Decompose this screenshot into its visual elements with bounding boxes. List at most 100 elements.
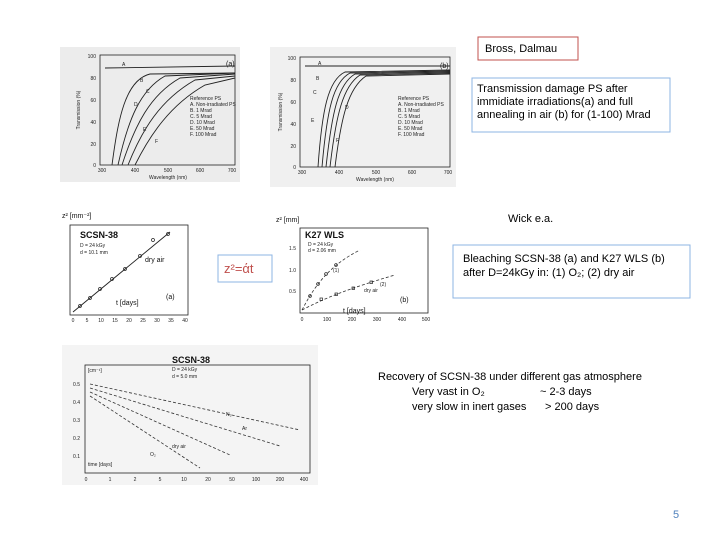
curve-label: N₂ (226, 412, 232, 418)
curve-label: E (311, 118, 315, 124)
axis-label: time [days] (88, 462, 113, 468)
tick-label: 30 (154, 318, 160, 324)
curve (334, 73, 451, 168)
param: d = 2.06 mm (308, 248, 336, 254)
tick-label: 0.2 (73, 436, 80, 442)
scan-bg (62, 345, 318, 485)
legend: D. 10 Mrad (190, 120, 215, 126)
curve-label: D (345, 105, 349, 111)
param: D = 24 kGy (80, 243, 106, 249)
legend: A. Non-irradiated PS (398, 102, 445, 108)
tick-label: 200 (276, 477, 285, 483)
mark (98, 287, 102, 291)
caption-line: annealing in air (b) for (1-100) Mrad (477, 109, 651, 121)
formula: z²=άt (224, 261, 254, 276)
tick-label: 400 (131, 168, 140, 174)
tick-label: 0 (301, 317, 304, 323)
panel-label: (a) (226, 61, 235, 68)
recovery-time: > 200 days (545, 401, 600, 413)
curve (89, 391, 231, 456)
param: d = 10.1 mm (80, 250, 108, 256)
axis-label: Wavelength (nm) (149, 175, 187, 181)
scan-bg (270, 47, 456, 187)
tick-label: 20 (290, 144, 296, 150)
frame (299, 227, 429, 314)
axis-label: Wavelength (nm) (356, 177, 394, 183)
mark (88, 296, 92, 300)
legend: Reference PS (398, 96, 430, 102)
mark (151, 238, 155, 242)
tick-label: 20 (90, 142, 96, 148)
tick-label: 15 (112, 318, 118, 324)
legend: C. 5 Mrad (190, 114, 212, 120)
tick-label: 700 (228, 168, 237, 174)
panel-label: (a) (166, 294, 175, 301)
frame (99, 54, 236, 166)
curve-label: B (316, 76, 320, 82)
mark (369, 280, 373, 284)
recovery-line: very slow in inert gases (412, 401, 527, 413)
curve-label: D (134, 102, 138, 108)
param: D = 24 kGy (308, 242, 334, 248)
tick-label: 400 (398, 317, 407, 323)
caption-box (452, 244, 691, 299)
tick-label: 10 (181, 477, 187, 483)
frame (69, 224, 189, 316)
legend: D. 10 Mrad (398, 120, 423, 126)
axis-label: t [days] (116, 300, 139, 307)
mark (316, 282, 320, 286)
figure-e: SCSN-38 D = 24 kGy d = 5.0 mm [cm⁻¹] 0.5… (62, 345, 318, 485)
axis-label: t [days] (343, 308, 366, 315)
page-number: 5 (673, 509, 679, 521)
curve-label: F (155, 139, 158, 145)
tick-label: 0 (293, 165, 296, 171)
curve-label: dry air (145, 257, 165, 264)
curve-label: (2) (380, 282, 386, 288)
curve (89, 395, 201, 469)
tick-label: 500 (164, 168, 173, 174)
mark (351, 286, 355, 290)
curve (104, 65, 236, 69)
mark (110, 277, 114, 281)
curve (121, 73, 236, 166)
tick-label: 1.0 (289, 268, 296, 274)
curve-label: C (146, 89, 150, 95)
source: Wick e.a. (508, 213, 553, 225)
mark (166, 232, 170, 236)
tick-label: 300 (298, 170, 307, 176)
curve-label: O₂ (150, 452, 156, 458)
legend: Reference PS (190, 96, 222, 102)
panel-label: (b) (400, 297, 409, 304)
author: Bross, Dalmau (485, 43, 557, 55)
caption-line: Transmission damage PS after (477, 83, 628, 95)
caption-box (471, 77, 671, 133)
mark (308, 294, 312, 298)
tick-label: 1.5 (289, 246, 296, 252)
tick-label: 40 (290, 122, 296, 128)
curve (325, 71, 451, 168)
tick-label: 700 (444, 170, 453, 176)
tick-label: 40 (90, 120, 96, 126)
figure-b: 100 80 60 40 20 0 300 400 500 600 700 Wa… (270, 47, 456, 187)
tick-label: 300 (373, 317, 382, 323)
tick-label: 0.3 (73, 418, 80, 424)
figure-a: 100 80 60 40 20 0 300 400 500 600 700 Wa… (60, 47, 240, 182)
curve (317, 69, 451, 168)
recovery-time: ~ 2-3 days (540, 386, 592, 398)
tick-label: 600 (196, 168, 205, 174)
mark (334, 263, 338, 267)
figure-title: SCSN-38 (172, 355, 210, 365)
tick-label: 300 (98, 168, 107, 174)
scan-bg (60, 47, 240, 182)
tick-label: 500 (422, 317, 431, 323)
mark (334, 292, 338, 296)
curve-label: A (122, 62, 126, 68)
param: D = 24 kGy (172, 367, 198, 373)
curve (89, 383, 301, 431)
tick-label: 20 (205, 477, 211, 483)
tick-label: 5 (159, 477, 162, 483)
tick-label: 400 (300, 477, 309, 483)
panel-label: (b) (440, 63, 449, 70)
tick-label: 0.5 (289, 289, 296, 295)
